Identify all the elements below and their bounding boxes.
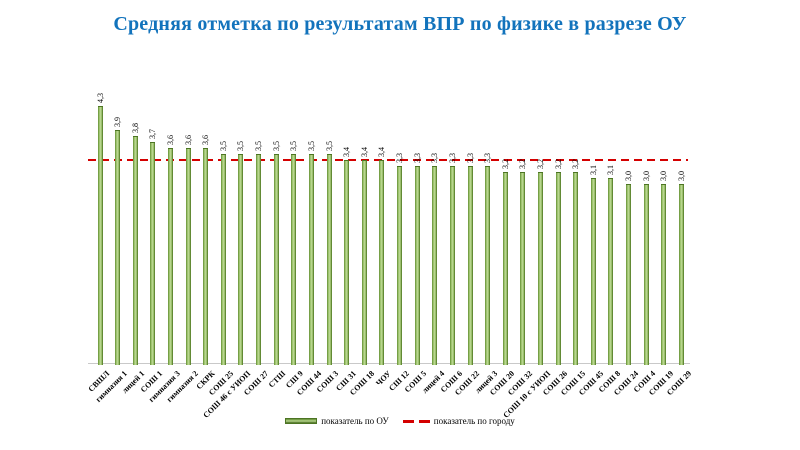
bar (291, 154, 297, 365)
bar (449, 166, 455, 365)
bar (203, 148, 209, 365)
legend-item-city: показатель по городу (402, 416, 515, 426)
bar-value-label: 3,5 (289, 141, 299, 151)
bar-value-label: 3,5 (254, 141, 264, 151)
bar (626, 184, 632, 365)
bar-value-label: 3,3 (395, 153, 405, 163)
bar (185, 148, 191, 365)
bar (414, 166, 420, 365)
bar-value-label: 3,3 (483, 153, 493, 163)
legend-bar-series-label: показатель по ОУ (321, 416, 389, 426)
bar (379, 160, 385, 365)
bar-value-label: 3,0 (641, 171, 651, 181)
bar-value-label: 3,4 (342, 147, 352, 157)
legend-item-ou: показатель по ОУ (285, 416, 389, 426)
bar (573, 172, 579, 365)
chart-title: Средняя отметка по результатам ВПР по фи… (113, 13, 687, 35)
bar (326, 154, 332, 365)
bar (555, 172, 561, 365)
bar-value-label: 3,0 (624, 171, 634, 181)
bar-value-label: 3,5 (236, 141, 246, 151)
bar-value-label: 3,0 (659, 171, 669, 181)
bar-value-label: 3,4 (377, 147, 387, 157)
bar (238, 154, 244, 365)
bar-value-label: 3,2 (500, 159, 510, 169)
bar (97, 106, 103, 365)
bar (432, 166, 438, 365)
city-reference-line (88, 159, 688, 161)
bar-value-label: 3,2 (536, 159, 545, 169)
bar (397, 166, 403, 365)
bar (502, 172, 508, 365)
bar-value-label: 4,3 (95, 93, 105, 103)
bar (538, 172, 543, 365)
legend: показатель по ОУ показатель по городу (0, 416, 800, 426)
x-axis-line (88, 363, 690, 364)
bar (643, 184, 649, 365)
bar-value-label: 3,6 (165, 135, 175, 145)
bar (150, 142, 156, 365)
bar (520, 172, 526, 365)
bar-value-label: 3,2 (571, 159, 581, 169)
bar-value-label: 3,5 (218, 141, 228, 151)
bar-value-label: 3,9 (113, 117, 123, 127)
dashed-line-swatch-icon (402, 419, 430, 423)
bar (256, 154, 262, 365)
bar (344, 160, 350, 365)
bar-value-label: 3,1 (606, 165, 616, 175)
bar (661, 184, 667, 365)
bar-value-label: 3,3 (412, 153, 422, 163)
bar (220, 154, 226, 365)
bar-value-label: 3,5 (271, 141, 281, 151)
bar (608, 178, 614, 365)
bar-value-label: 3,2 (518, 159, 528, 169)
bar-value-label: 3,2 (553, 159, 563, 169)
bar (132, 136, 138, 365)
bar-value-label: 3,6 (201, 135, 211, 145)
bar-value-label: 3,5 (324, 141, 334, 151)
x-axis-label: СТШ (267, 369, 288, 390)
bar (590, 178, 596, 365)
bar-value-label: 3,4 (359, 147, 369, 157)
bar-value-label: 3,1 (588, 165, 598, 175)
bar (115, 130, 121, 365)
bar (273, 154, 279, 365)
bar-series-swatch-icon (285, 418, 318, 424)
legend-reference-line-label: показатель по городу (433, 416, 515, 426)
bar (678, 184, 684, 365)
bar (308, 154, 314, 365)
bar (485, 166, 491, 365)
bar-value-label: 3,5 (306, 141, 316, 151)
bar (467, 166, 473, 365)
bar-value-label: 3,3 (430, 153, 440, 163)
bar-value-label: 3,3 (447, 153, 457, 163)
bar-value-label: 3,8 (130, 123, 140, 133)
bar (167, 148, 173, 365)
bar-value-label: 3,6 (183, 135, 193, 145)
bar-value-label: 3,7 (148, 129, 158, 139)
bar-value-label: 3,3 (465, 153, 475, 163)
bar-value-label: 3,0 (676, 171, 686, 181)
bar (361, 160, 367, 365)
